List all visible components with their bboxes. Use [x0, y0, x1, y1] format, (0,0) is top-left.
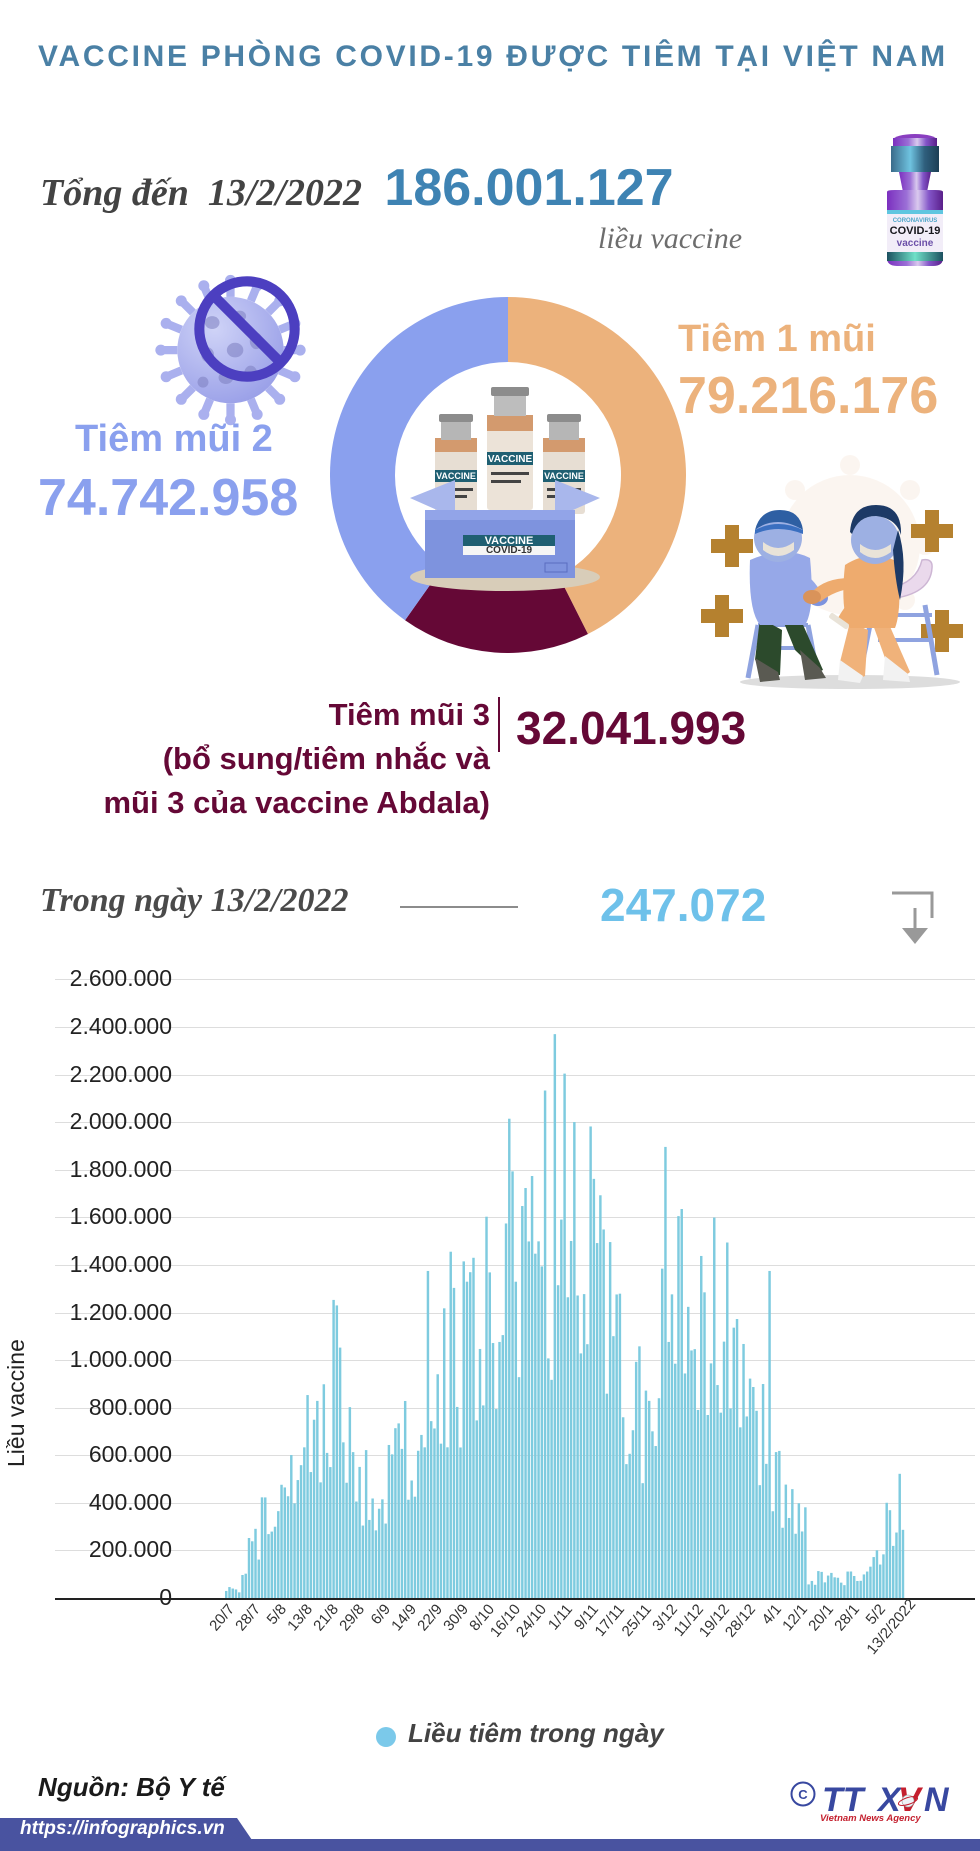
svg-text:https://infographics.vn: https://infographics.vn	[20, 1818, 225, 1839]
svg-text:C: C	[798, 1787, 808, 1802]
svg-text:N: N	[924, 1781, 950, 1819]
svg-text:Vietnam News Agency: Vietnam News Agency	[820, 1813, 921, 1824]
